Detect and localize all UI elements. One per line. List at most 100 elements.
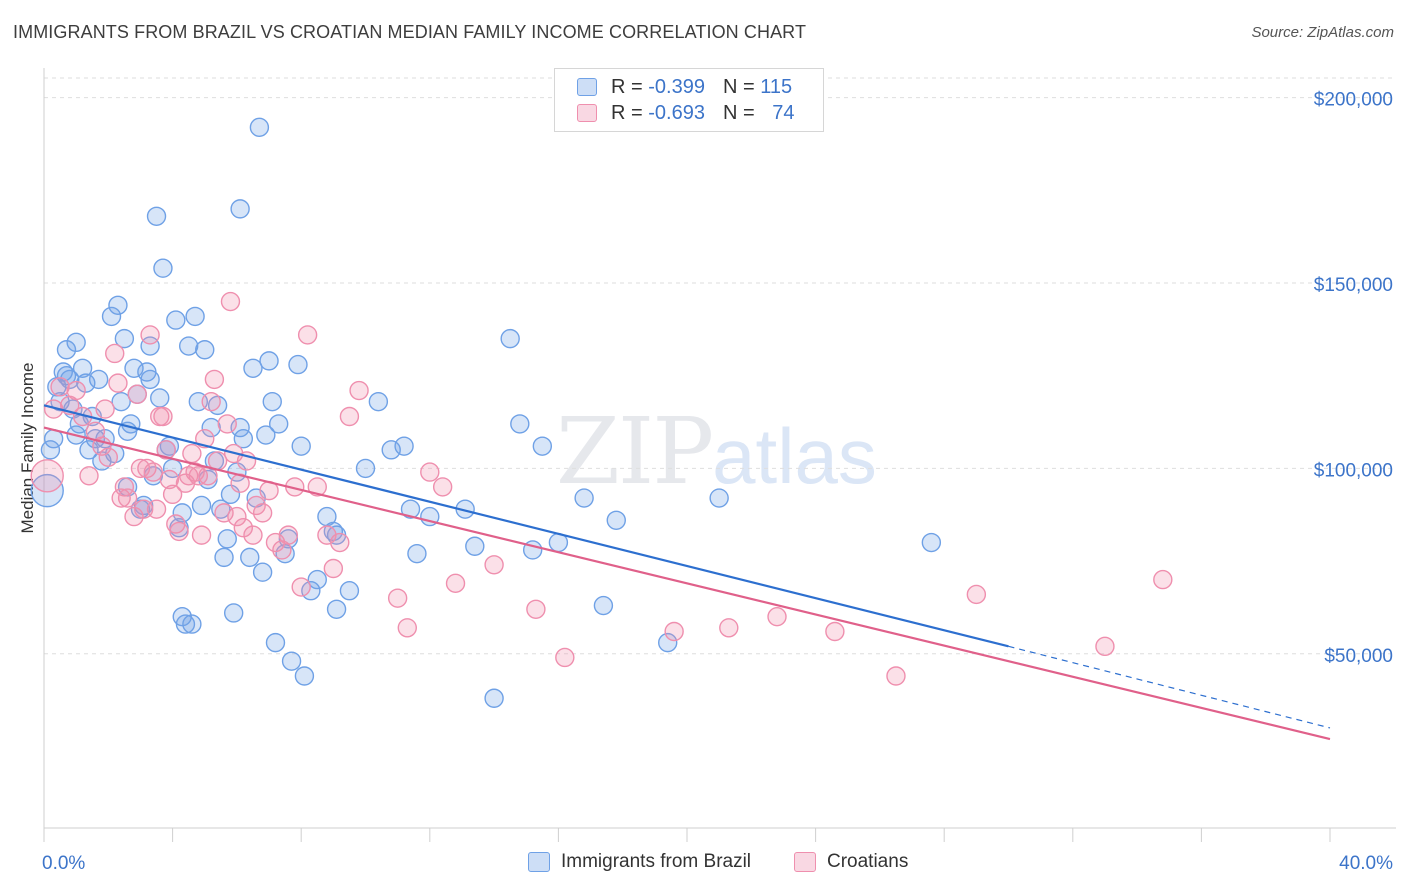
point-brazil <box>262 391 282 412</box>
point-brazil <box>240 547 260 568</box>
legend-row-brazil: R = -0.399 N = 115 <box>577 75 792 99</box>
point-croatians <box>397 618 417 638</box>
point-brazil <box>53 362 73 382</box>
point-brazil <box>288 354 308 375</box>
point-croatians <box>124 506 144 527</box>
point-brazil <box>532 436 553 456</box>
point-brazil <box>56 366 77 386</box>
point-croatians <box>432 477 453 497</box>
point-brazil <box>217 529 237 549</box>
y-tick-label: $100,000 <box>1314 460 1393 481</box>
point-brazil <box>259 351 279 371</box>
point-brazil <box>593 595 614 616</box>
watermark-zip: ZIP <box>556 398 714 505</box>
point-croatians <box>117 488 138 508</box>
watermark: ZIPatlas <box>556 398 877 505</box>
point-brazil <box>233 429 254 449</box>
point-croatians <box>227 506 247 527</box>
point-croatians <box>50 377 70 397</box>
point-brazil <box>114 328 135 349</box>
point-brazil <box>30 473 64 508</box>
point-croatians <box>387 588 408 608</box>
point-brazil <box>307 569 327 590</box>
point-brazil <box>40 440 61 460</box>
point-brazil <box>140 369 160 390</box>
legend-item-brazil[interactable]: Immigrants from Brazil <box>528 851 751 873</box>
point-brazil <box>256 425 276 445</box>
point-brazil <box>60 369 80 390</box>
point-croatians <box>182 443 202 464</box>
point-brazil <box>72 358 93 378</box>
point-brazil <box>88 369 109 390</box>
point-brazil <box>140 336 160 356</box>
point-croatians <box>156 440 176 460</box>
point-brazil <box>510 414 530 434</box>
point-croatians <box>66 380 86 401</box>
point-croatians <box>204 369 225 390</box>
point-brazil <box>658 632 678 653</box>
point-croatians <box>98 447 119 467</box>
point-brazil <box>108 295 128 315</box>
point-croatians <box>217 414 237 434</box>
point-brazil <box>56 340 77 360</box>
point-brazil <box>191 495 212 516</box>
point-croatians <box>79 466 99 486</box>
legend-swatch-brazil <box>577 78 597 96</box>
point-brazil <box>211 499 231 519</box>
trendline-croatians <box>43 426 1331 741</box>
legend-r-label: R = <box>611 101 649 124</box>
point-croatians <box>767 606 787 627</box>
point-brazil <box>111 391 131 412</box>
point-croatians <box>484 555 504 575</box>
legend-swatch-croatians <box>577 104 597 122</box>
point-brazil <box>121 414 141 434</box>
point-brazil <box>291 436 311 456</box>
point-brazil <box>326 599 347 619</box>
x-tick-label-max: 40.0% <box>1339 853 1393 874</box>
point-croatians <box>195 429 215 449</box>
point-croatians <box>111 488 131 508</box>
legend-r-label: R = <box>611 75 649 98</box>
legend-swatch-brazil <box>528 852 550 872</box>
point-brazil <box>153 258 173 278</box>
point-brazil <box>368 391 389 412</box>
point-croatians <box>243 525 263 545</box>
legend-item-croatians[interactable]: Croatians <box>794 851 908 873</box>
point-croatians <box>220 291 241 312</box>
point-croatians <box>30 459 64 493</box>
point-croatians <box>153 406 173 427</box>
point-croatians <box>307 477 327 497</box>
point-croatians <box>339 406 360 427</box>
point-brazil <box>484 688 504 708</box>
point-brazil <box>101 306 122 327</box>
point-brazil <box>185 306 205 327</box>
point-croatians <box>825 621 845 642</box>
point-croatians <box>278 525 299 545</box>
point-brazil <box>355 458 376 479</box>
point-brazil <box>66 332 86 353</box>
y-axis-label: Median Family Income <box>18 362 37 533</box>
legend-r-value: -0.693 <box>648 101 705 124</box>
trendline-brazil-extension <box>1008 645 1331 729</box>
legend-swatch-croatians <box>794 852 816 872</box>
point-croatians <box>526 599 546 619</box>
point-croatians <box>146 499 167 519</box>
x-tick-label-min: 0.0% <box>42 853 85 874</box>
point-brazil <box>201 417 221 438</box>
point-brazil <box>230 199 250 219</box>
legend-n-label: N = <box>722 101 761 124</box>
point-croatians <box>201 391 221 412</box>
point-croatians <box>140 325 160 345</box>
point-croatians <box>252 503 273 523</box>
point-croatians <box>143 462 164 482</box>
point-croatians <box>420 462 440 482</box>
point-brazil <box>400 499 421 519</box>
point-croatians <box>719 618 739 638</box>
point-brazil <box>249 117 270 138</box>
point-croatians <box>555 647 575 668</box>
legend-n-label: N = <box>722 75 761 98</box>
point-croatians <box>1095 636 1115 657</box>
y-tick-label: $200,000 <box>1314 90 1393 111</box>
chart-title: IMMIGRANTS FROM BRAZIL VS CROATIAN MEDIA… <box>13 22 807 42</box>
